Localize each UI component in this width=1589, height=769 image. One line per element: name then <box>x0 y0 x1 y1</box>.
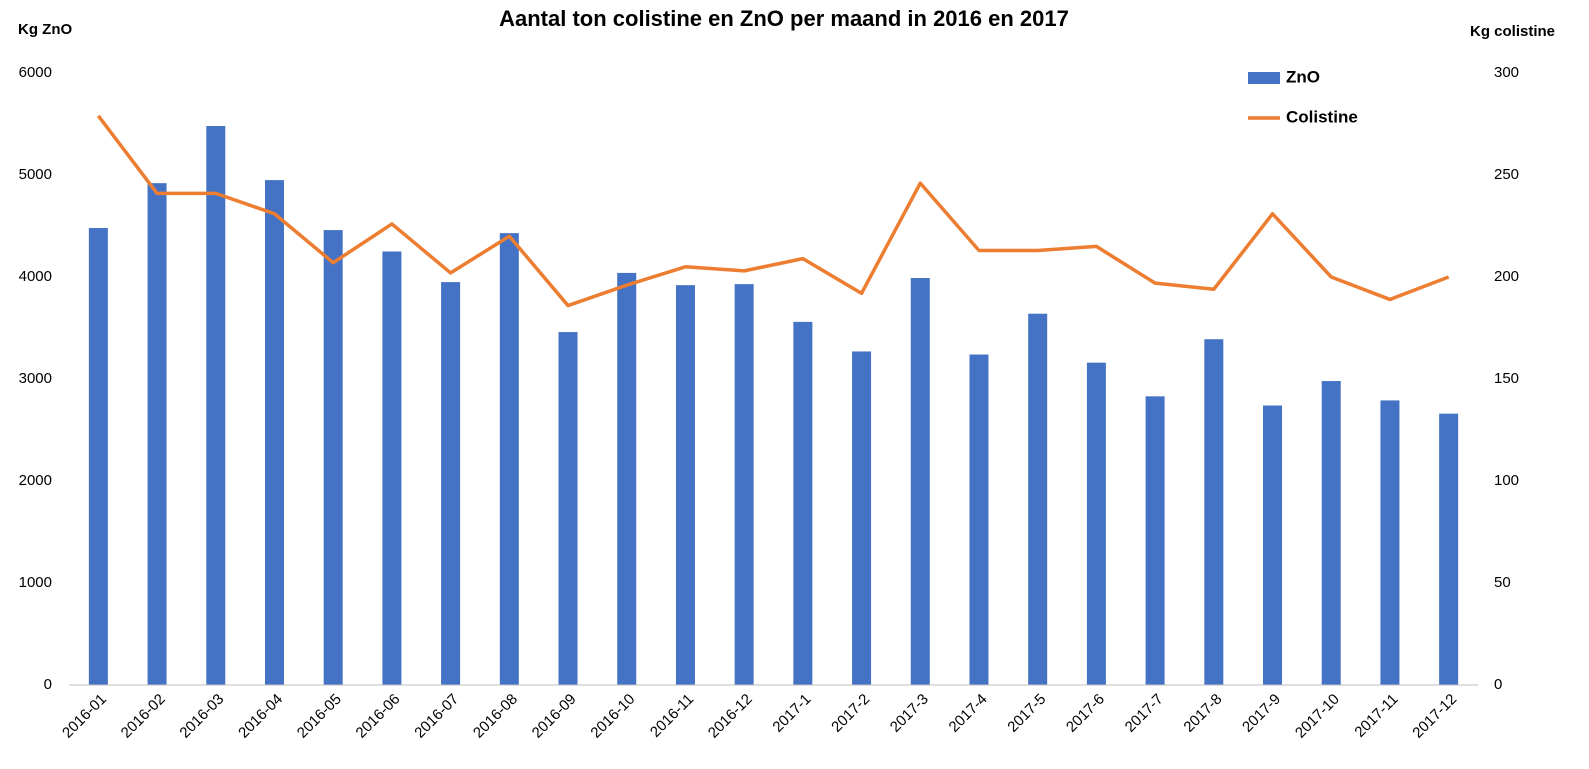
x-tick-label: 2017-12 <box>1409 691 1460 742</box>
y2-tick-label: 150 <box>1494 370 1519 387</box>
x-tick-label: 2017-11 <box>1351 691 1401 741</box>
x-tick-label: 2016-09 <box>529 691 580 742</box>
x-tick-label: 2017-2 <box>828 691 873 736</box>
legend-label: ZnO <box>1286 67 1320 86</box>
y-tick-label: 1000 <box>19 574 52 591</box>
x-tick-label: 2016-11 <box>647 691 697 741</box>
y2-tick-label: 300 <box>1494 64 1519 81</box>
bar <box>969 354 989 685</box>
bar <box>793 321 813 685</box>
x-tick-label: 2017-7 <box>1122 691 1167 736</box>
bar <box>852 351 872 685</box>
line <box>96 114 1450 308</box>
y-tick-label: 4000 <box>19 268 52 285</box>
bar <box>1086 362 1106 685</box>
x-tick-label: 2017-3 <box>887 691 932 736</box>
x-tick-label: 2016-10 <box>587 691 638 742</box>
y-tick-label: 2000 <box>19 472 52 489</box>
bar <box>264 180 284 685</box>
y2-tick-label: 250 <box>1494 166 1519 183</box>
x-tick-label: 2016-05 <box>294 691 345 742</box>
legend-swatch <box>1248 72 1280 84</box>
x-tick-label: 2017-10 <box>1292 691 1343 742</box>
bar <box>617 272 637 685</box>
bar <box>147 183 167 685</box>
y2-tick-label: 100 <box>1494 472 1519 489</box>
x-tick-label: 2017-8 <box>1180 691 1225 736</box>
bar <box>1439 413 1459 685</box>
bar <box>382 251 402 685</box>
x-tick-label: 2016-12 <box>705 691 756 742</box>
y-axis-title: Kg ZnO <box>18 21 72 38</box>
x-tick-label: 2016-08 <box>470 691 521 742</box>
x-tick-label: 2016-01 <box>59 691 110 742</box>
bar <box>910 278 930 685</box>
bar <box>499 233 519 685</box>
bar <box>675 285 695 685</box>
bar <box>1321 381 1341 685</box>
bar <box>441 282 461 685</box>
y2-axis-title: Kg colistine <box>1470 23 1555 40</box>
bar <box>734 284 754 685</box>
x-tick-label: 2017-9 <box>1239 691 1284 736</box>
bar <box>558 332 578 685</box>
legend-label: Colistine <box>1286 107 1358 126</box>
x-tick-label: 2017-1 <box>769 691 814 736</box>
bar <box>1263 405 1283 685</box>
x-tick-label: 2017-4 <box>946 691 991 736</box>
bar <box>1204 339 1224 685</box>
bar <box>206 126 226 686</box>
x-tick-label: 2016-06 <box>353 691 404 742</box>
bar <box>323 230 343 685</box>
bar <box>1145 396 1165 685</box>
y2-tick-label: 50 <box>1494 574 1511 591</box>
x-tick-label: 2017-6 <box>1063 691 1108 736</box>
y-tick-label: 5000 <box>19 166 52 183</box>
x-tick-label: 2016-03 <box>176 691 227 742</box>
bar <box>1380 400 1400 685</box>
y-tick-label: 3000 <box>19 370 52 387</box>
bar <box>88 228 108 686</box>
x-tick-label: 2016-02 <box>118 691 169 742</box>
chart-title: Aantal ton colistine en ZnO per maand in… <box>499 6 1069 31</box>
y-tick-label: 0 <box>44 676 52 693</box>
y-tick-label: 6000 <box>19 64 52 81</box>
x-tick-label: 2017-5 <box>1004 691 1049 736</box>
y2-tick-label: 200 <box>1494 268 1519 285</box>
x-tick-label: 2016-07 <box>411 691 462 742</box>
bar <box>1028 313 1048 685</box>
x-tick-label: 2016-04 <box>235 691 286 742</box>
y2-tick-label: 0 <box>1494 676 1502 693</box>
